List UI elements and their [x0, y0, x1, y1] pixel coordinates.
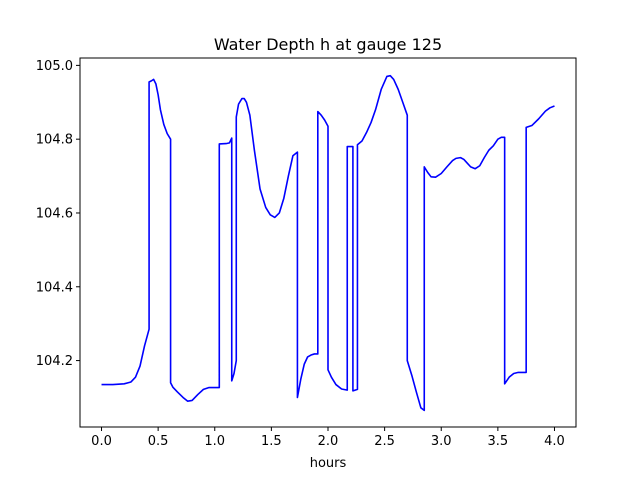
x-tick-label: 0.5	[148, 434, 169, 449]
y-axis: 104.2 104.4 104.6 104.8 105.0	[36, 59, 80, 369]
y-tick-label: 104.6	[36, 206, 73, 221]
chart-title: Water Depth h at gauge 125	[214, 35, 442, 54]
y-tick-label: 104.4	[36, 280, 73, 295]
x-tick-label: 1.5	[261, 434, 282, 449]
series-line-0	[101, 74, 555, 412]
x-axis-label: hours	[310, 456, 347, 471]
y-tick-label: 104.8	[36, 133, 73, 148]
x-tick-label: 1.0	[204, 434, 225, 449]
x-axis: 0.0 0.5 1.0 1.5 2.0 2.5 3.0 3.5 4.0	[91, 427, 565, 449]
x-tick-label: 2.5	[374, 434, 395, 449]
x-tick-label: 4.0	[544, 434, 565, 449]
x-tick-label: 3.5	[488, 434, 509, 449]
x-tick-label: 0.0	[91, 434, 112, 449]
x-tick-label: 3.0	[431, 434, 452, 449]
x-tick-label: 2.0	[318, 434, 339, 449]
plot-area	[101, 74, 555, 412]
y-tick-label: 105.0	[36, 59, 73, 74]
y-tick-label: 104.2	[36, 354, 73, 369]
